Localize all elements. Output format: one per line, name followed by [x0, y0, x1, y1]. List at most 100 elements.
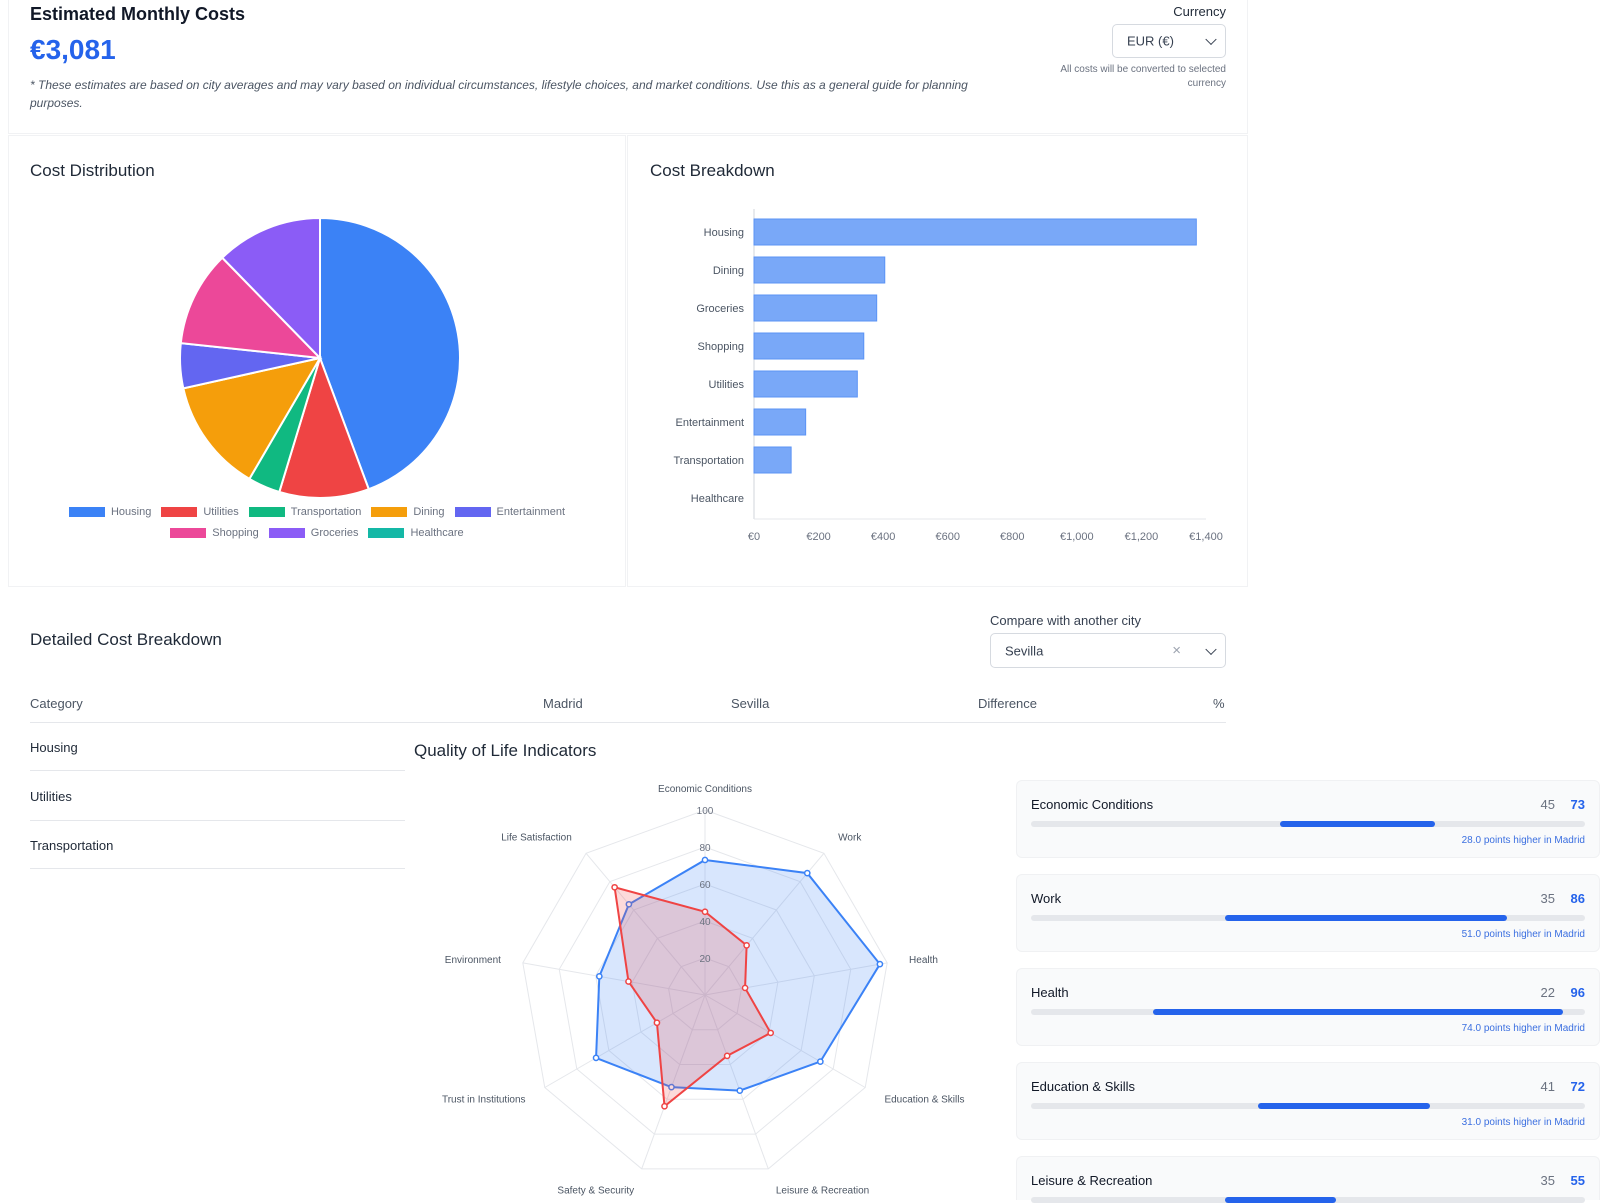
radar-spoke	[641, 994, 706, 1170]
table-row-housing: Housing	[30, 740, 78, 755]
legend-item-healthcare[interactable]: Healthcare	[368, 523, 464, 543]
radar-axis-label: Trust in Institutions	[442, 1095, 526, 1106]
legend-label: Dining	[413, 506, 445, 518]
radar-series-sevilla	[613, 885, 773, 1109]
legend-label: Healthcare	[410, 527, 464, 539]
legend-swatch	[454, 507, 491, 517]
qol-item-fill	[1224, 1197, 1336, 1203]
radar-point-sevilla	[625, 978, 632, 985]
qol-item-sevilla-score: 45	[1540, 797, 1555, 812]
radar-point-sevilla	[767, 1029, 775, 1037]
x-tick-label: €1,200	[1125, 531, 1159, 543]
qol-item-track	[1031, 1009, 1585, 1015]
qol-item-name: Leisure & Recreation	[1031, 1173, 1153, 1188]
legend-item-groceries[interactable]: Groceries	[268, 523, 359, 543]
clear-icon[interactable]: ×	[1172, 642, 1181, 659]
pie-slice-shopping	[179, 256, 323, 360]
y-tick-label: Housing	[704, 227, 744, 239]
table-header-divider	[30, 722, 1226, 723]
radar-spoke	[704, 962, 888, 996]
compare-city-select[interactable]: Sevilla ×	[990, 633, 1226, 668]
legend-item-dining[interactable]: Dining	[371, 502, 445, 522]
y-tick-label: Healthcare	[691, 493, 744, 505]
radar-tick-label: 40	[699, 917, 711, 928]
bar-entertainment	[753, 408, 807, 436]
compare-label: Compare with another city	[990, 613, 1142, 628]
cost-breakdown-title: Cost Breakdown	[650, 161, 775, 180]
currency-value: EUR (€)	[1127, 33, 1174, 49]
radar-axis-label: Health	[909, 955, 938, 966]
y-tick-label: Entertainment	[676, 417, 744, 429]
qol-item-madrid-score: 96	[1570, 985, 1585, 1000]
radar-axis-label: Leisure & Recreation	[776, 1186, 869, 1197]
legend-item-entertainment[interactable]: Entertainment	[454, 502, 565, 522]
row-divider	[30, 770, 405, 771]
radar-point-madrid	[595, 973, 603, 980]
qol-item-sevilla-score: 41	[1540, 1079, 1555, 1094]
pie-slice-housing	[319, 216, 461, 491]
qol-item-track	[1031, 1197, 1585, 1203]
radar-spoke	[704, 852, 825, 996]
radar-tick-label: 100	[697, 806, 714, 817]
pie-slice-utilities	[278, 354, 371, 499]
chevron-down-icon	[1205, 643, 1217, 655]
bar-transportation	[753, 446, 792, 474]
legend-item-utilities[interactable]: Utilities	[161, 502, 239, 522]
y-tick-label: Dining	[713, 265, 744, 277]
qol-item-health: Health 22 96 74.0 points higher in Madri…	[1016, 968, 1600, 1046]
total-cost: €3,081	[30, 34, 116, 65]
col-percent: %	[1213, 696, 1225, 711]
radar-spoke	[704, 994, 769, 1170]
legend-item-shopping[interactable]: Shopping	[170, 523, 259, 543]
legend-item-transportation[interactable]: Transportation	[248, 502, 361, 522]
x-tick-label: €800	[1000, 531, 1024, 543]
radar-spoke	[585, 852, 706, 996]
y-tick-label: Shopping	[698, 341, 745, 353]
qol-item-track	[1031, 1103, 1585, 1109]
legend-item-housing[interactable]: Housing	[68, 502, 151, 522]
legend-swatch	[268, 528, 305, 538]
legend-swatch	[371, 507, 408, 517]
bar-utilities	[753, 370, 858, 398]
legend-label: Utilities	[203, 506, 239, 518]
x-tick-label: €0	[748, 531, 760, 543]
col-sevilla: Sevilla	[731, 696, 770, 711]
bar-groceries	[753, 294, 878, 322]
radar-axis-label: Life Satisfaction	[501, 832, 572, 843]
qol-item-sevilla-score: 35	[1540, 1173, 1555, 1188]
radar-series-madrid	[595, 858, 882, 1092]
cost-distribution-title: Cost Distribution	[30, 161, 155, 180]
x-tick-label: €600	[935, 531, 959, 543]
qol-item-madrid-score: 73	[1570, 797, 1585, 812]
legend-label: Shopping	[212, 527, 259, 539]
radar-point-madrid	[625, 900, 633, 908]
radar-axis-label: Safety & Security	[557, 1186, 634, 1197]
legend-swatch	[161, 507, 198, 517]
radar-point-sevilla	[653, 1019, 661, 1027]
legend-label: Groceries	[310, 527, 359, 539]
page-title: Estimated Monthly Costs	[30, 4, 246, 24]
radar-grid-ring	[558, 846, 852, 1135]
radar-tick-label: 20	[699, 954, 711, 965]
cost-breakdown-card	[627, 135, 1248, 587]
radar-grid-ring	[522, 809, 888, 1170]
qol-item-work: Work 35 86 51.0 points higher in Madrid	[1016, 874, 1600, 952]
radar-point-madrid	[668, 1083, 675, 1091]
col-madrid: Madrid	[543, 696, 583, 711]
radar-point-sevilla	[723, 1052, 731, 1060]
qol-item-name: Economic Conditions	[1031, 797, 1154, 812]
radar-spoke	[544, 994, 706, 1088]
chevron-down-icon	[1205, 33, 1217, 46]
legend-swatch	[368, 528, 405, 538]
qol-title: Quality of Life Indicators	[414, 741, 597, 760]
currency-select[interactable]: EUR (€)	[1112, 24, 1226, 58]
row-divider	[30, 820, 405, 821]
qol-item-sevilla-score: 22	[1540, 985, 1555, 1000]
legend-swatch	[248, 507, 285, 517]
legend-label: Entertainment	[496, 506, 565, 518]
detail-title: Detailed Cost Breakdown	[30, 630, 222, 649]
radar-grid-ring	[631, 920, 779, 1066]
row-divider	[30, 868, 405, 869]
qol-item-note: 74.0 points higher in Madrid	[1461, 1023, 1585, 1034]
radar-tick-label: 80	[699, 843, 711, 854]
